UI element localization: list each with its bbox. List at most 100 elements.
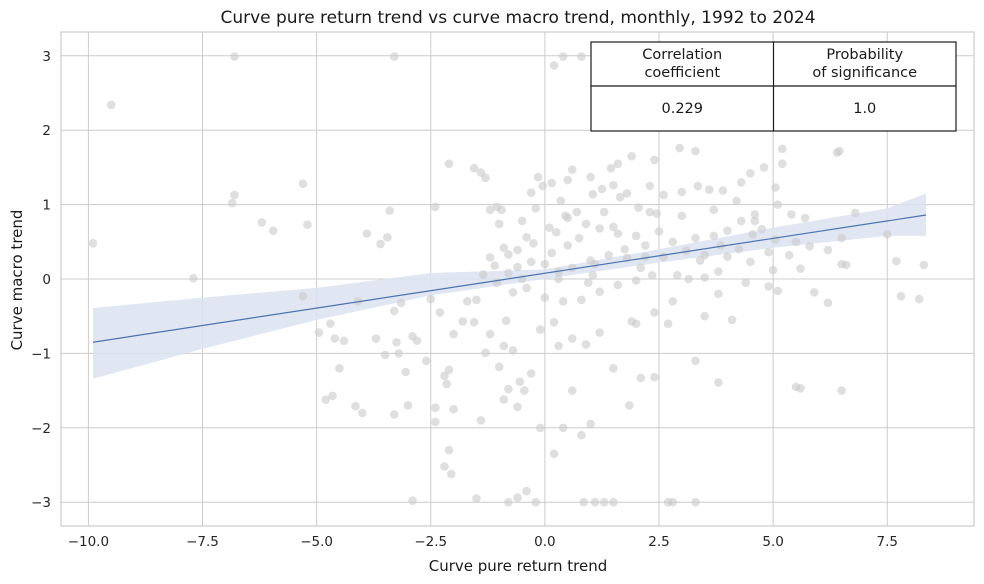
scatter-point <box>645 181 655 191</box>
scatter-point <box>695 256 705 265</box>
y-tick-label: −2 <box>31 421 51 437</box>
scatter-point <box>800 213 810 223</box>
scatter-point <box>599 497 609 507</box>
table-value: 0.229 <box>661 101 703 117</box>
scatter-point <box>668 297 678 306</box>
scatter-point <box>298 179 308 189</box>
scatter-point <box>458 317 468 326</box>
scatter-point <box>631 276 641 285</box>
x-tick-label: −10.0 <box>68 534 109 550</box>
scatter-point <box>520 386 529 395</box>
scatter-point <box>529 238 538 248</box>
scatter-point <box>444 159 454 168</box>
scatter-point <box>700 311 709 321</box>
scatter-point <box>549 449 559 459</box>
scatter-point <box>469 163 479 173</box>
scatter-point <box>351 401 360 411</box>
scatter-point <box>796 384 805 393</box>
scatter-point <box>771 235 780 244</box>
scatter-point <box>896 291 906 301</box>
scatter-point <box>567 263 577 273</box>
scatter-point <box>791 237 801 247</box>
scatter-point <box>431 403 440 413</box>
scatter-point <box>389 52 399 61</box>
scatter-point <box>431 417 440 427</box>
scatter-point <box>472 494 481 503</box>
x-tick-label: −2.5 <box>414 534 447 550</box>
scatter-point <box>684 274 693 284</box>
scatter-point <box>497 205 506 215</box>
scatter-point <box>408 496 417 506</box>
scatter-point <box>268 226 278 235</box>
scatter-point <box>499 341 509 351</box>
scatter-point <box>380 350 390 360</box>
table-header: coefficient <box>644 65 720 81</box>
scatter-point <box>716 241 725 250</box>
scatter-point <box>691 146 700 156</box>
scatter-point <box>549 61 559 70</box>
scatter-point <box>636 373 646 383</box>
scatter-point <box>230 190 239 200</box>
scatter-point <box>652 209 662 218</box>
scatter-point <box>777 144 787 154</box>
scatter-point <box>513 245 522 255</box>
scatter-point <box>257 218 267 227</box>
scatter-point <box>693 181 703 191</box>
scatter-point <box>672 270 682 280</box>
scatter-point <box>768 265 778 275</box>
scatter-point <box>631 319 641 328</box>
scatter-point <box>764 247 773 257</box>
scatter-point <box>675 143 684 153</box>
scatter-point <box>362 229 372 238</box>
scatter-point <box>750 216 760 226</box>
scatter-point <box>709 231 719 241</box>
scatter-point <box>298 291 308 301</box>
scatter-point <box>736 177 746 187</box>
scatter-point <box>522 283 531 293</box>
scatter-point <box>389 410 399 419</box>
y-tick-label: 1 <box>42 198 51 214</box>
x-tick-label: −5.0 <box>300 534 333 550</box>
scatter-point <box>784 250 794 260</box>
scatter-point <box>588 189 598 199</box>
scatter-point <box>634 203 643 212</box>
scatter-point <box>771 183 780 192</box>
scatter-point <box>383 233 392 242</box>
scatter-point <box>481 348 490 357</box>
scatter-point <box>563 175 573 185</box>
scatter-point <box>682 246 691 256</box>
scatter-point <box>558 423 568 433</box>
scatter-point <box>563 213 573 223</box>
scatter-point <box>88 238 98 248</box>
scatter-point <box>654 227 664 236</box>
scatter-point <box>851 208 860 218</box>
scatter-point <box>330 334 340 343</box>
scatter-point <box>538 181 547 191</box>
scatter-point <box>759 163 769 172</box>
scatter-point <box>533 172 543 182</box>
plot-frame <box>60 31 975 527</box>
scatter-point <box>485 253 495 262</box>
scatter-point <box>447 469 456 479</box>
scatter-point <box>714 267 723 276</box>
scatter-point <box>609 497 618 507</box>
scatter-point <box>700 273 709 282</box>
scatter-point <box>809 288 819 297</box>
scatter-point <box>412 336 422 346</box>
scatter-point <box>478 270 488 279</box>
scatter-point <box>748 230 757 239</box>
scatter-point <box>882 230 892 239</box>
scatter-point <box>371 334 381 343</box>
scatter-point <box>892 256 901 266</box>
scatter-point <box>522 486 531 496</box>
scatter-point <box>773 286 783 296</box>
scatter-point <box>403 401 413 410</box>
scatter-point <box>314 328 324 337</box>
scatter-point <box>595 328 604 337</box>
scatter-point <box>764 282 773 291</box>
scatter-point <box>823 245 833 255</box>
table-header: of significance <box>812 65 917 81</box>
scatter-point <box>691 497 700 507</box>
scatter-point <box>691 356 700 366</box>
